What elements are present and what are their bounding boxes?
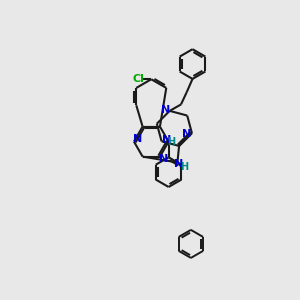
Text: N: N xyxy=(161,105,170,115)
Text: N: N xyxy=(182,129,192,139)
Text: N: N xyxy=(162,135,171,146)
Text: N: N xyxy=(133,134,142,144)
Text: N: N xyxy=(159,154,168,164)
Text: N: N xyxy=(174,159,183,169)
Text: Cl: Cl xyxy=(132,74,144,84)
Text: H: H xyxy=(180,162,188,172)
Text: H: H xyxy=(167,137,175,147)
